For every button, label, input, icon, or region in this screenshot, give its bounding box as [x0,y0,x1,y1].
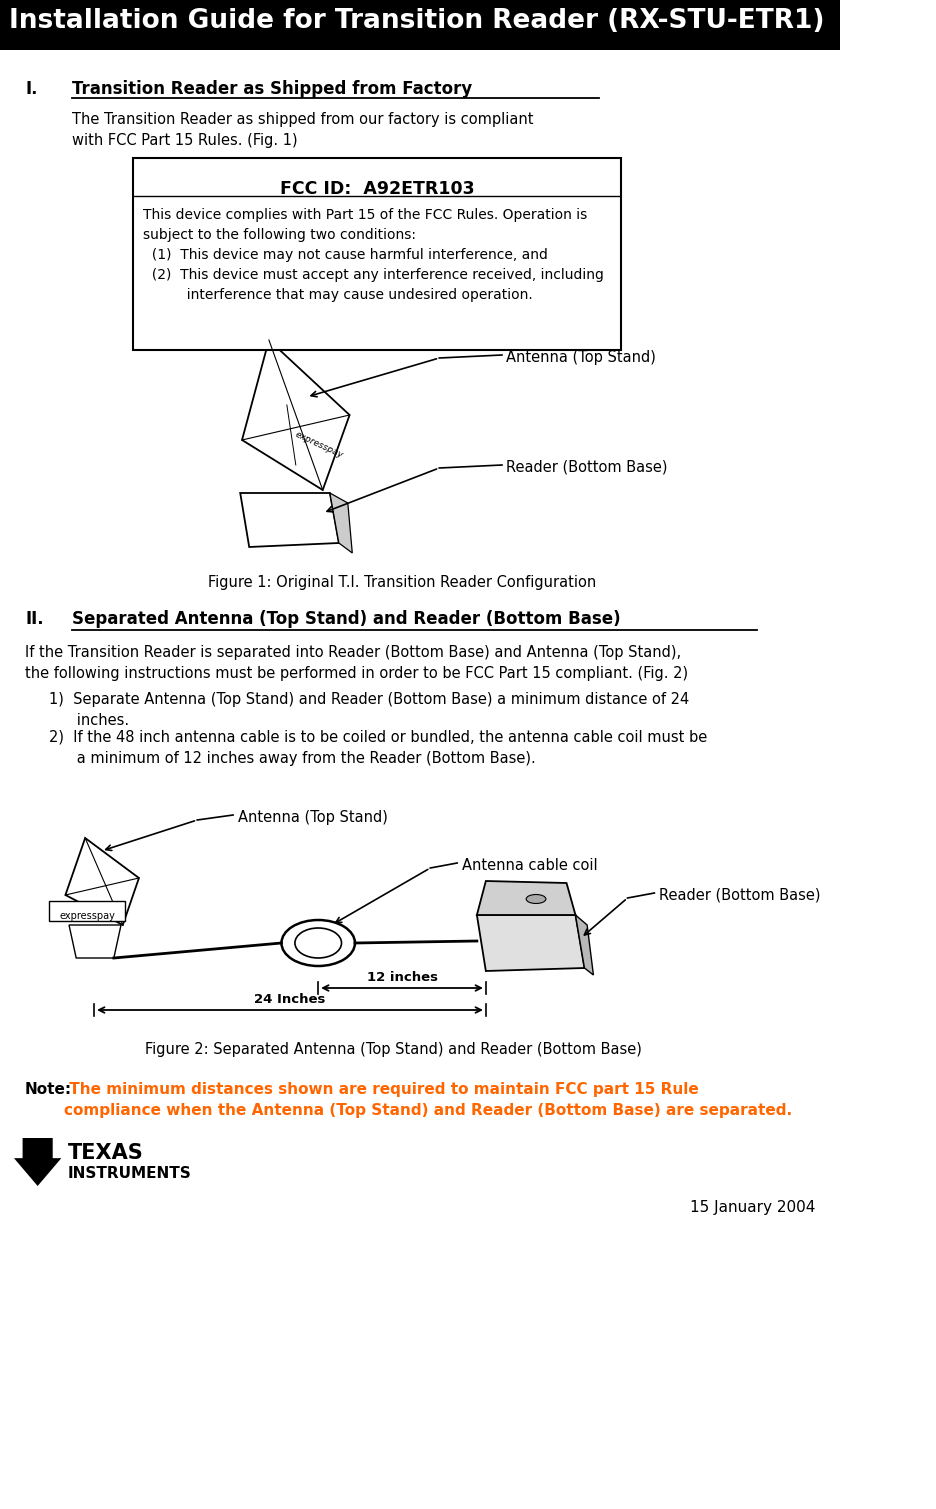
Text: II.: II. [25,610,44,628]
Text: If the Transition Reader is separated into Reader (Bottom Base) and Antenna (Top: If the Transition Reader is separated in… [25,644,687,681]
Text: FCC ID:  A92ETR103: FCC ID: A92ETR103 [279,180,474,198]
Text: Reader (Bottom Base): Reader (Bottom Base) [506,460,667,475]
Polygon shape [575,914,592,975]
Ellipse shape [281,920,355,966]
Text: This device complies with Part 15 of the FCC Rules. Operation is
subject to the : This device complies with Part 15 of the… [143,208,604,302]
Polygon shape [14,1138,61,1186]
Text: Reader (Bottom Base): Reader (Bottom Base) [658,887,820,902]
Polygon shape [241,340,349,490]
Text: Separated Antenna (Top Stand) and Reader (Bottom Base): Separated Antenna (Top Stand) and Reader… [72,610,620,628]
Text: 1)  Separate Antenna (Top Stand) and Reader (Bottom Base) a minimum distance of : 1) Separate Antenna (Top Stand) and Read… [50,693,689,727]
Text: 15 January 2004: 15 January 2004 [690,1200,815,1215]
Text: INSTRUMENTS: INSTRUMENTS [67,1166,191,1182]
Text: Antenna (Top Stand): Antenna (Top Stand) [238,810,387,825]
Ellipse shape [295,928,341,958]
Text: I.: I. [25,80,37,98]
Text: Antenna (Top Stand): Antenna (Top Stand) [506,350,655,365]
Polygon shape [476,881,575,914]
Text: expresspay: expresspay [294,430,344,460]
Text: 12 inches: 12 inches [366,970,437,984]
Text: Installation Guide for Transition Reader (RX-STU-ETR1): Installation Guide for Transition Reader… [9,8,824,35]
Text: Figure 1: Original T.I. Transition Reader Configuration: Figure 1: Original T.I. Transition Reade… [208,575,595,590]
Text: The Transition Reader as shipped from our factory is compliant
with FCC Part 15 : The Transition Reader as shipped from ou… [72,112,533,148]
Bar [133,158,621,350]
Text: Antenna cable coil: Antenna cable coil [461,859,596,874]
Text: Note:: Note: [25,1082,72,1097]
Text: The minimum distances shown are required to maintain FCC part 15 Rule
compliance: The minimum distances shown are required… [64,1082,791,1118]
Polygon shape [66,837,139,925]
Text: expresspay: expresspay [59,911,115,920]
Polygon shape [69,925,121,958]
Text: Figure 2: Separated Antenna (Top Stand) and Reader (Bottom Base): Figure 2: Separated Antenna (Top Stand) … [144,1043,641,1056]
Polygon shape [240,493,339,546]
Text: TEXAS: TEXAS [67,1142,143,1163]
Text: 2)  If the 48 inch antenna cable is to be coiled or bundled, the antenna cable c: 2) If the 48 inch antenna cable is to be… [50,730,707,767]
Polygon shape [476,914,584,970]
Bar [0,0,839,50]
Polygon shape [329,493,352,552]
Text: 24 Inches: 24 Inches [254,993,326,1007]
Text: Transition Reader as Shipped from Factory: Transition Reader as Shipped from Factor… [72,80,472,98]
FancyBboxPatch shape [50,901,125,920]
Ellipse shape [526,895,546,904]
